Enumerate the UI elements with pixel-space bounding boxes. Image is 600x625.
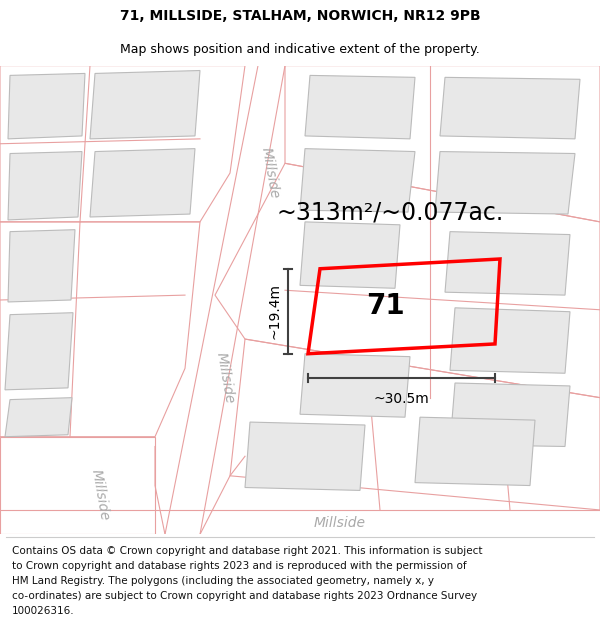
Polygon shape [300, 222, 400, 288]
Polygon shape [155, 427, 245, 534]
Polygon shape [5, 312, 73, 390]
Polygon shape [8, 229, 75, 302]
Text: Millside: Millside [89, 469, 112, 522]
Text: 71: 71 [367, 292, 405, 321]
Polygon shape [450, 383, 570, 446]
Polygon shape [435, 151, 575, 214]
Text: Contains OS data © Crown copyright and database right 2021. This information is : Contains OS data © Crown copyright and d… [12, 546, 482, 556]
Text: Millside: Millside [259, 146, 281, 200]
Polygon shape [245, 422, 365, 491]
Polygon shape [90, 149, 195, 217]
Polygon shape [300, 149, 415, 212]
Text: Map shows position and indicative extent of the property.: Map shows position and indicative extent… [120, 42, 480, 56]
Text: ~313m²/~0.077ac.: ~313m²/~0.077ac. [277, 200, 503, 224]
Polygon shape [8, 151, 82, 220]
Polygon shape [305, 76, 415, 139]
Text: ~19.4m: ~19.4m [268, 283, 282, 339]
Polygon shape [8, 73, 85, 139]
Polygon shape [450, 308, 570, 373]
Text: HM Land Registry. The polygons (including the associated geometry, namely x, y: HM Land Registry. The polygons (includin… [12, 576, 434, 586]
Polygon shape [5, 398, 72, 437]
Text: 100026316.: 100026316. [12, 606, 74, 616]
Polygon shape [0, 510, 600, 534]
Polygon shape [415, 418, 535, 486]
Polygon shape [90, 71, 200, 139]
Text: co-ordinates) are subject to Crown copyright and database rights 2023 Ordnance S: co-ordinates) are subject to Crown copyr… [12, 591, 477, 601]
Text: Millside: Millside [214, 351, 236, 405]
Text: 71, MILLSIDE, STALHAM, NORWICH, NR12 9PB: 71, MILLSIDE, STALHAM, NORWICH, NR12 9PB [119, 9, 481, 23]
Polygon shape [440, 78, 580, 139]
Polygon shape [445, 232, 570, 295]
Polygon shape [165, 66, 285, 534]
Polygon shape [300, 354, 410, 418]
Text: ~30.5m: ~30.5m [374, 392, 430, 406]
Text: Millside: Millside [314, 516, 366, 529]
Text: to Crown copyright and database rights 2023 and is reproduced with the permissio: to Crown copyright and database rights 2… [12, 561, 467, 571]
